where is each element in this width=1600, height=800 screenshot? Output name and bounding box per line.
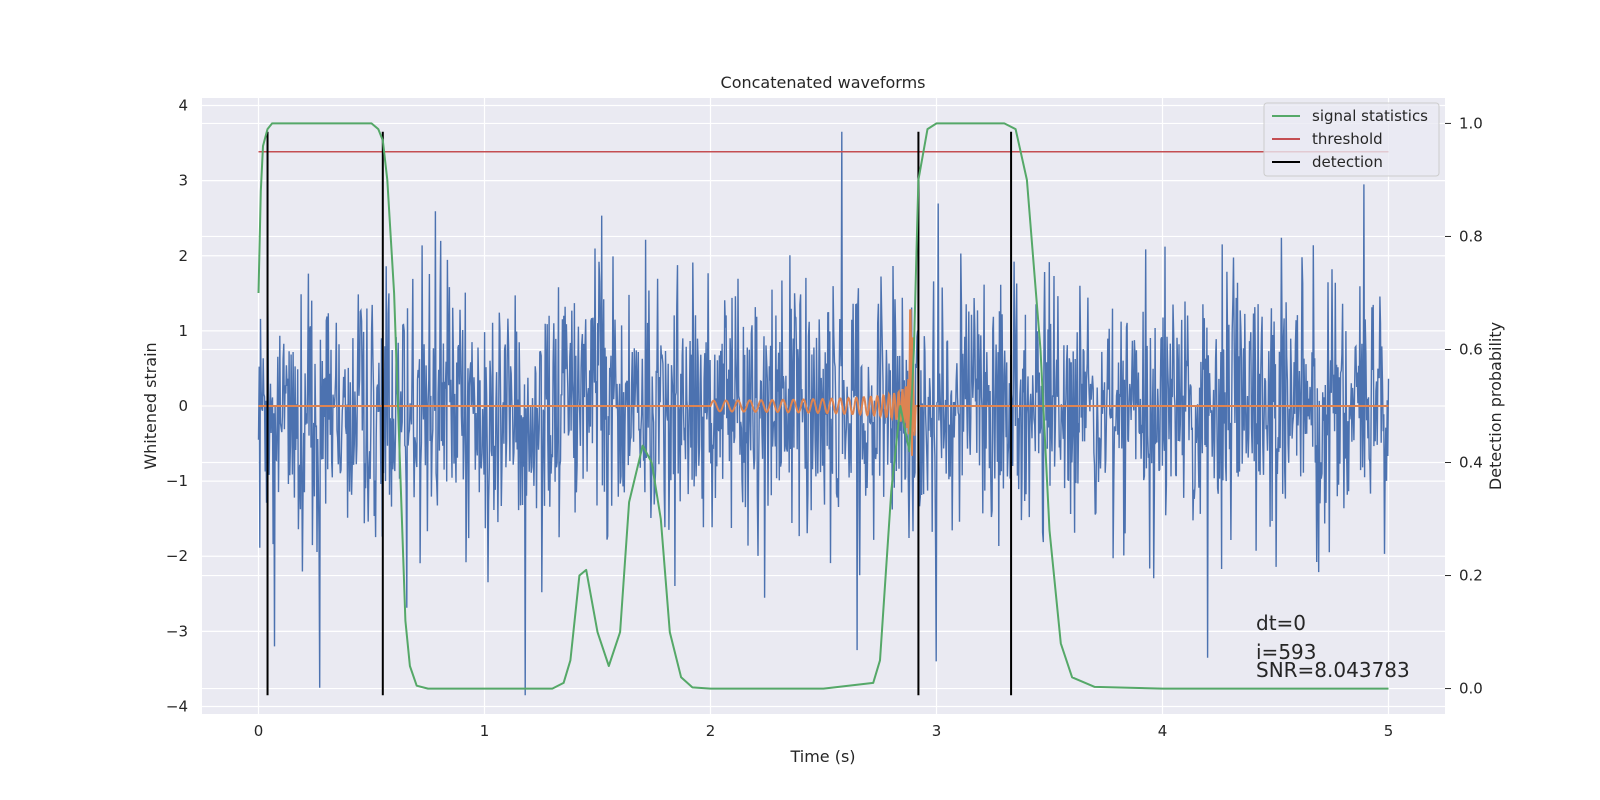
- annotation-dt: dt=0: [1256, 611, 1306, 635]
- y-tick-label: 1: [178, 322, 188, 340]
- y-tick-label-right: 0.4: [1459, 454, 1483, 472]
- ticks-layer: 0 1 2 3 4 5 −4 −3 −2 −1 0 1 2 3 4 0.0 0.2 0.4 0.6 0.8 1.0: [166, 97, 1483, 740]
- x-tick-label: 5: [1384, 722, 1394, 740]
- y-tick-label: −4: [166, 697, 188, 715]
- y-tick-label: −1: [166, 472, 188, 490]
- y-tick-label: 3: [178, 172, 188, 190]
- chart-title: Concatenated waveforms: [721, 73, 926, 92]
- y-tick-label: 0: [178, 397, 188, 415]
- legend-box: [1263, 102, 1440, 177]
- x-tick-label: 1: [480, 722, 490, 740]
- legend: signal statistics threshold detection: [1263, 102, 1440, 177]
- y-tick-label-right: 0.0: [1459, 680, 1483, 698]
- y-tick-label-right: 0.6: [1459, 340, 1483, 358]
- x-tick-label: 4: [1158, 722, 1168, 740]
- signal-statistics-line: [257, 122, 1389, 690]
- legend-label-signal-statistics: signal statistics: [1312, 107, 1428, 125]
- template-line: [258, 308, 1389, 456]
- annotation-index: i=593: [1256, 640, 1317, 664]
- y-axis-label-right: Detection probability: [1486, 322, 1505, 490]
- y-tick-label: 4: [178, 97, 188, 115]
- strain-line: [257, 131, 1390, 696]
- y-tick-label-right: 0.8: [1459, 227, 1483, 245]
- y-tick-label: −2: [166, 547, 188, 565]
- x-tick-label: 3: [932, 722, 942, 740]
- y-tick-label-right: 1.0: [1459, 114, 1483, 132]
- x-tick-label: 2: [706, 722, 716, 740]
- x-tick-label: 0: [254, 722, 264, 740]
- x-axis-label: Time (s): [789, 747, 855, 766]
- y-tick-label: −3: [166, 622, 188, 640]
- legend-label-detection: detection: [1312, 153, 1383, 171]
- series-layer: [257, 122, 1390, 696]
- y-tick-label-right: 0.2: [1459, 567, 1483, 585]
- y-tick-label: 2: [178, 247, 188, 265]
- y-axis-label: Whitened strain: [141, 342, 160, 469]
- legend-label-threshold: threshold: [1312, 130, 1383, 148]
- annotation-snr: SNR=8.043783: [1256, 658, 1410, 682]
